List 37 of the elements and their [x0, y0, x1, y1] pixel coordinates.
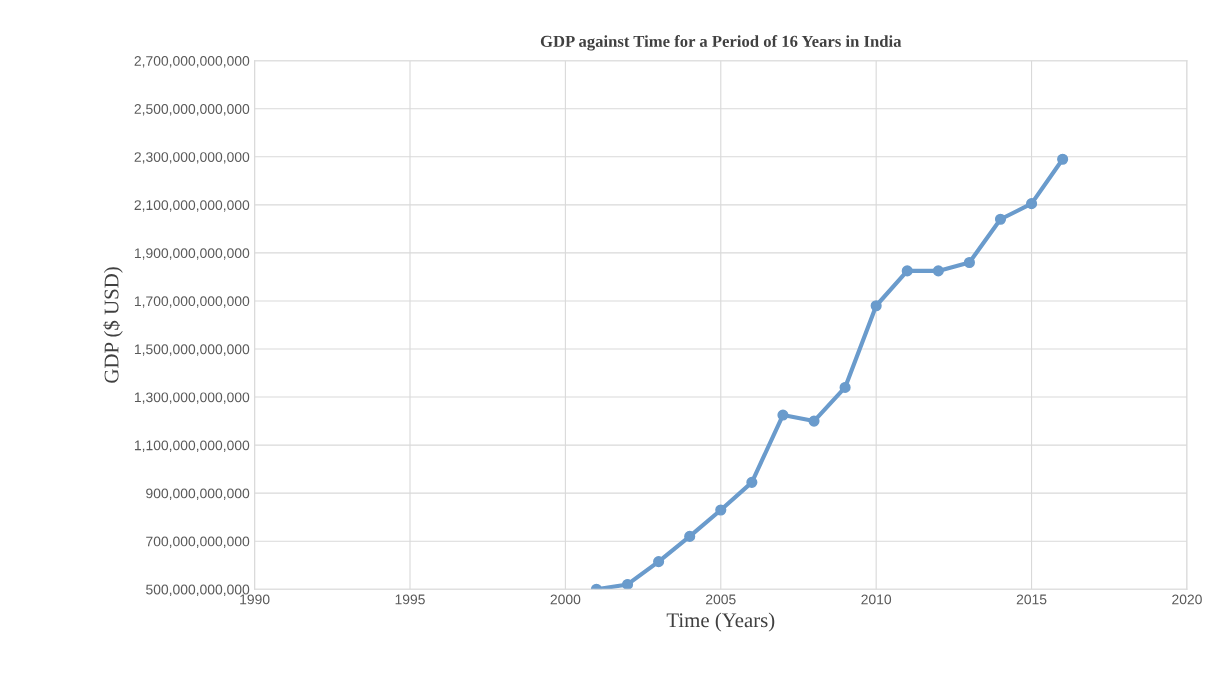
y-tick-label: 1,300,000,000,000: [134, 392, 250, 404]
x-tick-label: 2000: [550, 594, 581, 605]
point: [653, 556, 665, 568]
x-tick-label: 1990: [240, 594, 270, 605]
point: [901, 265, 913, 277]
point: [1057, 153, 1069, 165]
y-tick-label: 2,100,000,000,000: [134, 200, 250, 212]
y-tick-label: 900,000,000,000: [146, 488, 250, 500]
x-tick-label: 2010: [861, 594, 892, 605]
y-tick-label: 500,000,000,000: [146, 584, 250, 597]
y-tick-label: 2,500,000,000,000: [134, 104, 250, 116]
point: [777, 409, 789, 421]
y-tick-label: 1,900,000,000,000: [134, 248, 250, 260]
y-tick-label: 1,100,000,000,000: [134, 440, 250, 452]
point: [870, 300, 882, 312]
point: [994, 213, 1007, 225]
x-tick-label: 2020: [1172, 594, 1202, 605]
x-tick-label: 2005: [706, 594, 736, 605]
chart-title: GDP against Time for a Period of 16 Years in India: [540, 35, 902, 51]
point: [808, 415, 820, 427]
point: [621, 578, 634, 590]
y-tick-label: 2,700,000,000,000: [134, 56, 250, 68]
point: [963, 256, 975, 269]
x-tick-label: 1995: [395, 594, 425, 605]
x-tick-label: 2015: [1016, 594, 1047, 605]
y-tick-label: 2,300,000,000,000: [134, 152, 250, 164]
point: [1026, 198, 1038, 210]
point: [746, 476, 758, 488]
y-axis-title: GDP ($ USD): [103, 267, 123, 383]
point: [684, 530, 696, 542]
y-tick-label: 1,700,000,000,000: [134, 296, 250, 308]
x-axis-title: Time (Years): [666, 612, 775, 632]
point: [839, 381, 851, 393]
point: [932, 265, 944, 277]
y-tick-label: 700,000,000,000: [146, 536, 250, 549]
point: [715, 504, 727, 516]
y-tick-label: 1,500,000,000,000: [134, 344, 250, 356]
